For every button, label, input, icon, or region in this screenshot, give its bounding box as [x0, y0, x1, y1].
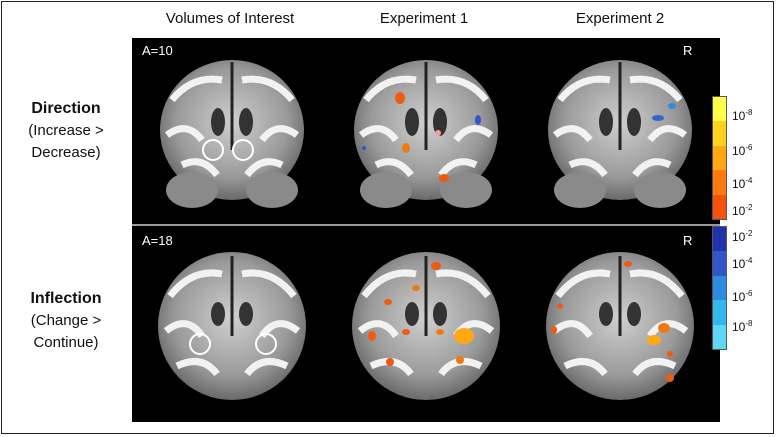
brain-slice-experiment-1: [354, 60, 498, 208]
row-subtitle-line1: (Change >: [30, 312, 102, 329]
activation-blob: [362, 146, 366, 150]
brain-panel-row-direction: [132, 38, 720, 224]
colorbar-cool-label: 10-2: [732, 229, 753, 244]
activation-blob: [667, 351, 673, 357]
colorbar-warm: [712, 96, 727, 220]
brain-panel-row-inflection: [132, 226, 720, 422]
colorbar-cool-segment: [713, 227, 726, 252]
row-label-direction: Direction (Increase > Decrease): [10, 98, 122, 164]
colorbar-cool-label: 10-8: [732, 319, 753, 334]
brain-slice-voi: [160, 60, 304, 208]
activation-blob: [395, 92, 405, 104]
voi-circle-left: [202, 139, 224, 161]
activation-blob: [456, 356, 464, 364]
colorbar-warm-segment: [713, 145, 726, 171]
colorbar-warm-label: 10-2: [732, 203, 753, 218]
column-heading-experiment-2: Experiment 2: [575, 10, 665, 27]
activation-blob: [658, 323, 670, 333]
activation-blob: [666, 374, 674, 382]
colorbar-cool-segment: [713, 324, 726, 350]
activation-blob: [557, 303, 563, 309]
colorbar-warm-segment: [713, 194, 726, 220]
row-subtitle-line2: Continue): [33, 334, 99, 351]
activation-blob: [402, 143, 410, 153]
column-heading-voi: Volumes of Interest: [165, 10, 295, 27]
activation-blob: [412, 285, 420, 291]
brain-slice-experiment-2: [546, 252, 694, 400]
voi-circle-right: [232, 139, 254, 161]
colorbar-cool-label: 10-6: [732, 289, 753, 304]
activation-blob: [384, 299, 392, 305]
activation-blob: [454, 328, 474, 344]
brain-slices-direction: [160, 60, 692, 208]
voi-circle-right: [255, 333, 277, 355]
voi-circle-left: [189, 333, 211, 355]
row-title: Direction: [31, 100, 101, 117]
activation-blob: [551, 326, 557, 334]
activation-blob: [386, 358, 394, 366]
colorbar-cool-segment: [713, 251, 726, 276]
activation-blob: [439, 174, 449, 182]
activation-blob: [435, 130, 441, 136]
row-title: Inflection: [30, 290, 102, 307]
colorbar-warm-label: 10-8: [732, 108, 753, 123]
row-subtitle-line1: (Increase >: [28, 122, 104, 139]
activation-blob: [368, 331, 376, 341]
column-heading-experiment-1: Experiment 1: [379, 10, 469, 27]
brain-slice-voi: [158, 252, 306, 400]
brain-slice-experiment-2: [548, 60, 692, 208]
brain-slice-experiment-1: [352, 252, 500, 400]
colorbar-warm-segment: [713, 170, 726, 195]
activation-blob: [668, 103, 676, 109]
colorbar-cool: [712, 226, 727, 350]
activation-blob: [475, 115, 481, 125]
coordinate-label: A=18: [142, 233, 173, 248]
activation-blob: [431, 262, 441, 270]
brain-slices-inflection: [158, 252, 694, 400]
activation-blob: [624, 261, 632, 267]
right-hemisphere-marker: R: [683, 233, 693, 248]
colorbar-warm-segment: [713, 97, 726, 122]
right-hemisphere-marker: R: [683, 43, 693, 58]
activation-blob: [436, 329, 444, 335]
activation-blob: [402, 329, 410, 335]
row-divider: [132, 224, 720, 226]
colorbar-cool-segment: [713, 275, 726, 301]
coordinate-label: A=10: [142, 43, 173, 58]
activation-blob: [647, 335, 661, 345]
colorbar-cool-label: 10-4: [732, 256, 753, 271]
colorbar-cool-segment: [713, 300, 726, 325]
colorbar-warm-label: 10-4: [732, 176, 753, 191]
row-label-inflection: Inflection (Change > Continue): [10, 288, 122, 354]
colorbar-warm-segment: [713, 121, 726, 146]
activation-blob: [652, 115, 664, 121]
colorbar-warm-label: 10-6: [732, 143, 753, 158]
row-subtitle-line2: Decrease): [31, 144, 101, 161]
